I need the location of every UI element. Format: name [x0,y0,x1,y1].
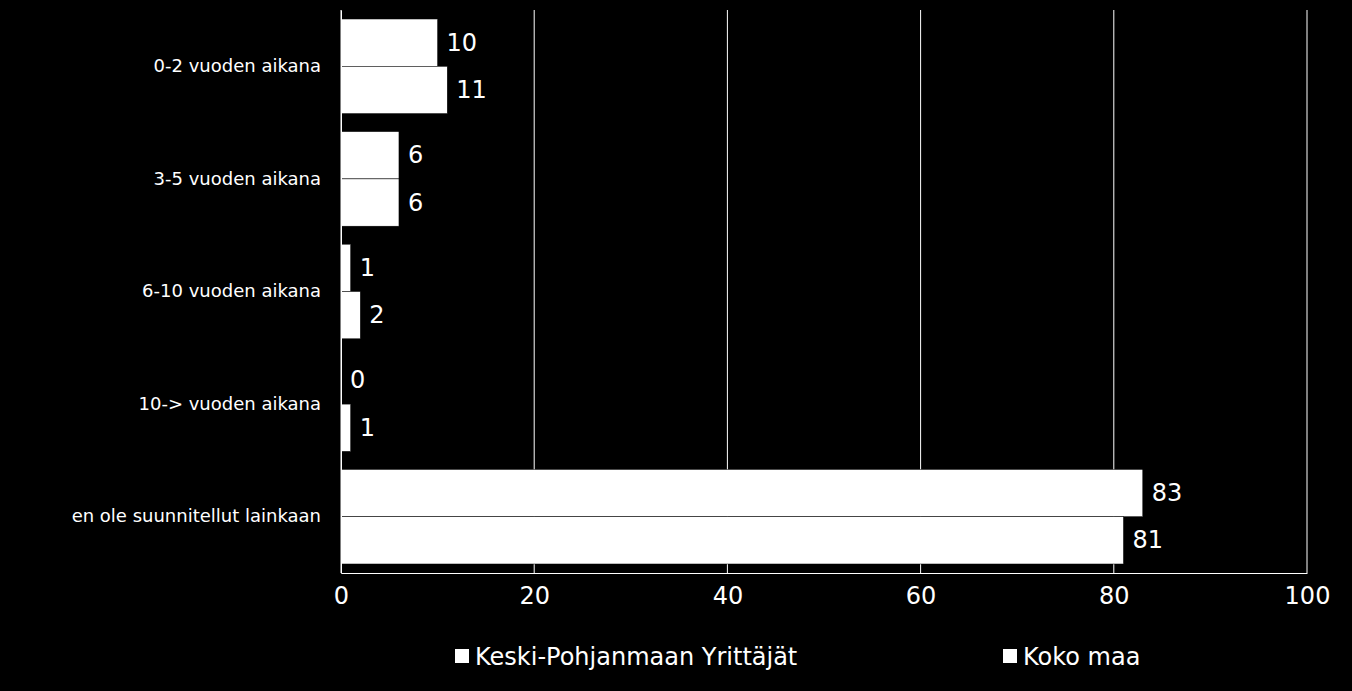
category-label: 10-> vuoden aikana [138,393,321,414]
data-label: 6 [408,189,423,217]
tick: 6-10 vuoden aikana [142,280,341,301]
tick-label: 100 [1285,582,1331,610]
data-label: 1 [360,254,375,282]
tick: 10-> vuoden aikana [138,393,341,414]
category-label: 0-2 vuoden aikana [154,55,321,76]
tick-label: 0 [334,582,349,610]
bar [341,469,1143,516]
legend-label: Keski-Pohjanmaan Yrittäjät [475,643,797,671]
bar [341,132,399,179]
bar [341,404,351,451]
tick-label: 40 [713,582,744,610]
data-label: 11 [456,76,487,104]
legend-swatch [1003,649,1017,663]
tick: 40 [713,573,744,610]
tick: 100 [1285,573,1331,610]
bars [341,19,1143,564]
data-labels: 10610831162181 [350,29,1182,555]
grid [341,10,1307,573]
category-label: 3-5 vuoden aikana [154,168,321,189]
y-axis-line [341,11,342,574]
data-label: 10 [447,29,478,57]
data-label: 1 [360,414,375,442]
grid-line [1307,10,1308,573]
tick: 60 [906,573,937,610]
legend-swatch [455,649,469,663]
data-label: 81 [1132,526,1163,554]
data-label: 0 [350,366,365,394]
x-axis-line [342,573,1308,574]
background [0,0,1352,691]
y-axis: 0-2 vuoden aikana 3-5 vuoden aikana 6-10 v… [72,11,342,574]
bar [341,179,399,226]
category-label: en ole suunnitellut lainkaan [72,505,321,526]
legend-item: Koko maa [1003,643,1140,671]
legend-item: Keski-Pohjanmaan Yrittäjät [455,643,797,671]
tick-label: 80 [1099,582,1130,610]
tick: 0-2 vuoden aikana [154,55,341,76]
bar [341,19,438,66]
tick-label: 60 [906,582,937,610]
data-label: 6 [408,141,423,169]
legend: Keski-Pohjanmaan Yrittäjät Koko maa [455,643,1140,671]
x-axis: 0 20 40 60 80 100 [334,573,1331,610]
data-label: 2 [369,301,384,329]
data-label: 83 [1152,479,1183,507]
chart: 106108311621810204060801000-2 vuoden aik… [0,0,1352,691]
bar [341,66,447,113]
tick: 3-5 vuoden aikana [154,168,341,189]
tick: 20 [519,573,550,610]
tick: 0 [334,573,349,610]
bar [341,292,360,339]
tick: 80 [1099,573,1130,610]
grid-line [341,10,342,573]
tick: en ole suunnitellut lainkaan [72,505,341,526]
bar [341,244,351,291]
bar [341,517,1123,564]
tick-label: 20 [519,582,550,610]
legend-label: Koko maa [1023,643,1140,671]
category-label: 6-10 vuoden aikana [142,280,321,301]
